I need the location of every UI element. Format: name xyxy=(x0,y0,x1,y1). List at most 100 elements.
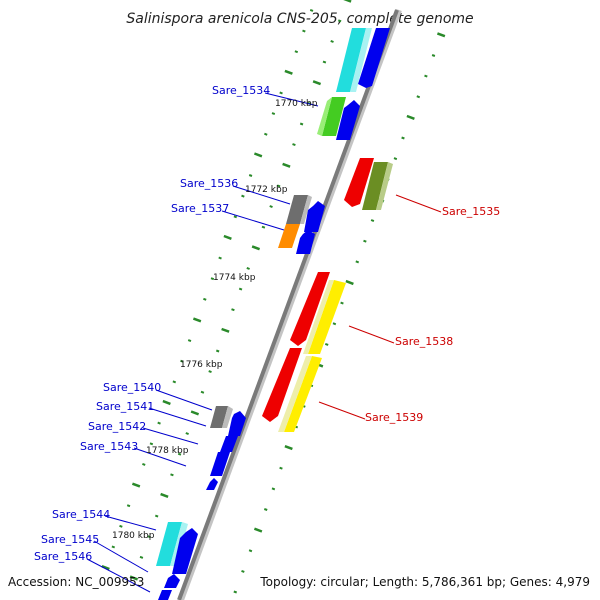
tick-mark xyxy=(147,535,151,539)
connector-sare-1541 xyxy=(148,407,207,427)
tick-mark xyxy=(185,432,189,436)
gene-label-sare-1536[interactable]: Sare_1536 xyxy=(180,177,238,190)
gene-label-sare-1543[interactable]: Sare_1543 xyxy=(80,440,138,453)
gene-block-green[interactable] xyxy=(322,97,346,136)
tick-mark xyxy=(284,445,293,451)
gene-block-olive[interactable] xyxy=(362,162,388,210)
tick-mark xyxy=(172,380,177,384)
tick-mark xyxy=(223,234,232,240)
gene-block-sare-1540-shade xyxy=(222,406,233,428)
tick-mark xyxy=(343,0,352,3)
kbp-label-1780: 1780 kbp xyxy=(112,531,155,541)
tick-mark xyxy=(282,162,291,168)
tick-mark xyxy=(271,487,276,491)
connector-sare-1542 xyxy=(142,427,199,445)
kbp-label-1776: 1776 kbp xyxy=(180,360,223,370)
tick-mark xyxy=(337,19,342,23)
gene-block-small[interactable] xyxy=(206,478,218,490)
tick-mark xyxy=(238,287,243,291)
accession-text: Accession: NC_009953 xyxy=(8,575,145,589)
tick-mark xyxy=(355,260,360,264)
tick-mark xyxy=(279,91,283,95)
tick-mark xyxy=(340,301,344,305)
gene-label-sare-1539[interactable]: Sare_1539 xyxy=(365,411,423,424)
gene-block-yellow[interactable] xyxy=(308,280,346,354)
gene-label-sare-1540[interactable]: Sare_1540 xyxy=(103,381,161,394)
tick-mark xyxy=(203,297,207,301)
gene-block-sare-1538[interactable] xyxy=(290,272,330,346)
gene-block-sare-1542[interactable] xyxy=(220,436,238,452)
gene-block-orange[interactable] xyxy=(278,224,300,248)
tick-mark xyxy=(126,504,131,508)
tick-mark xyxy=(431,54,436,57)
tick-mark xyxy=(401,136,405,140)
tick-mark xyxy=(436,32,446,38)
tick-mark xyxy=(200,390,205,394)
tick-mark xyxy=(187,339,192,343)
gene-block-yellow-2[interactable] xyxy=(284,356,322,432)
gene-label-sare-1546[interactable]: Sare_1546 xyxy=(34,550,92,563)
gene-label-sare-1544[interactable]: Sare_1544 xyxy=(52,508,110,521)
gene-label-sare-1542[interactable]: Sare_1542 xyxy=(88,420,146,433)
gene-block-sare-1546[interactable] xyxy=(164,574,180,588)
tick-mark xyxy=(312,80,322,86)
gene-label-sare-1534[interactable]: Sare_1534 xyxy=(212,84,270,97)
tick-mark xyxy=(218,256,222,260)
tick-mark xyxy=(241,569,245,573)
connector-sare-1546 xyxy=(86,558,151,593)
tick-mark xyxy=(253,152,263,158)
gene-block-cyan[interactable] xyxy=(336,28,366,92)
tick-mark xyxy=(294,50,299,54)
gene-block-blue[interactable] xyxy=(358,28,390,88)
connector-sare-1540 xyxy=(155,389,213,411)
tick-mark xyxy=(192,317,202,323)
gene-block-cyan-shade xyxy=(350,28,372,92)
tick-mark xyxy=(190,410,200,416)
gene-block-sare-1537[interactable] xyxy=(296,230,315,254)
tick-mark xyxy=(309,8,314,12)
gene-label-sare-1541[interactable]: Sare_1541 xyxy=(96,400,154,413)
backbone-line xyxy=(177,9,399,600)
connector-sare-1539 xyxy=(318,401,366,420)
tick-mark xyxy=(180,359,184,363)
gene-block-bottom[interactable] xyxy=(158,590,172,600)
tick-mark xyxy=(271,112,276,116)
gene-block-sare-1534[interactable] xyxy=(336,100,360,140)
tick-mark xyxy=(248,549,253,553)
tick-mark xyxy=(131,482,141,488)
gene-block-sare-1543[interactable] xyxy=(210,452,230,476)
tick-mark xyxy=(160,492,169,498)
tick-mark xyxy=(330,39,334,43)
connector-sare-1544 xyxy=(104,515,157,531)
gene-block-sare-1535[interactable] xyxy=(344,158,374,207)
tick-mark xyxy=(233,215,238,219)
map-title: Salinispora arenicola CNS-205, complete … xyxy=(126,11,473,27)
genome-summary-text: Topology: circular; Length: 5,786,361 bp… xyxy=(260,575,590,589)
gene-label-sare-1545[interactable]: Sare_1545 xyxy=(41,533,99,546)
gene-block-sare-1536-partner[interactable] xyxy=(304,201,325,232)
tick-mark xyxy=(246,266,250,270)
kbp-label-1770: 1770 kbp xyxy=(275,99,318,109)
tick-mark xyxy=(261,225,266,229)
tick-mark xyxy=(279,466,283,470)
tick-mark xyxy=(139,555,144,559)
tick-mark xyxy=(299,122,304,126)
gene-label-sare-1535[interactable]: Sare_1535 xyxy=(442,205,500,218)
gene-block-sare-1539[interactable] xyxy=(262,348,302,422)
tick-mark xyxy=(101,565,110,571)
gene-label-sare-1537[interactable]: Sare_1537 xyxy=(171,202,229,215)
tick-mark xyxy=(322,60,327,64)
gene-block-sare-1536[interactable] xyxy=(286,195,308,224)
gene-block-yellow-2-shade xyxy=(278,356,312,432)
gene-block-sare-1545[interactable] xyxy=(172,528,198,574)
gene-label-sare-1538[interactable]: Sare_1538 xyxy=(395,335,453,348)
tick-mark xyxy=(154,514,159,518)
tick-mark xyxy=(393,157,398,161)
gene-block-sare-1541[interactable] xyxy=(228,411,246,436)
gene-block-sare-1544[interactable] xyxy=(156,522,182,566)
forward-gene-labels: Sare_1534 Sare_1536 Sare_1537 Sare_1540 … xyxy=(34,84,270,563)
kbp-labels: 1770 kbp 1772 kbp 1774 kbp 1776 kbp 1778… xyxy=(112,99,318,541)
tick-mark xyxy=(345,279,354,286)
tick-mark xyxy=(210,277,215,281)
connector-sare-1535 xyxy=(395,194,442,213)
